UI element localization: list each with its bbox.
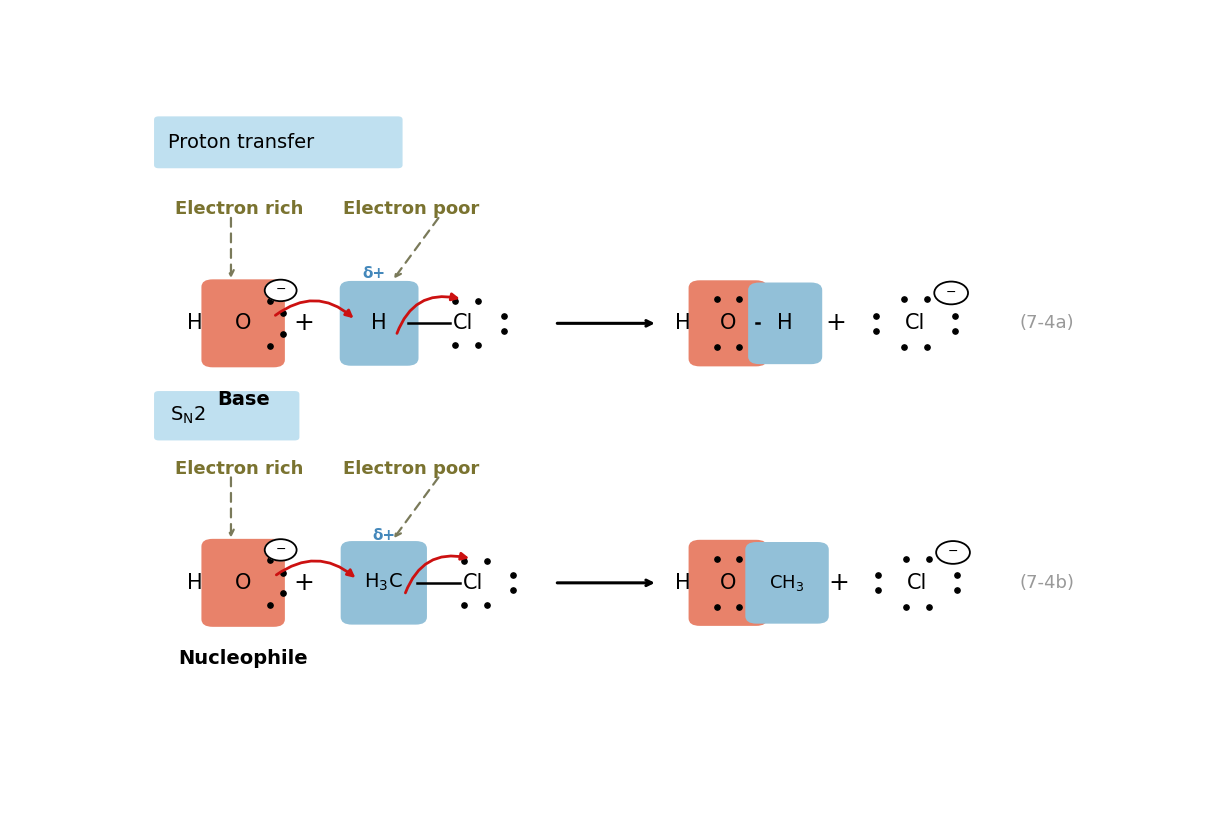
Text: O: O xyxy=(720,573,736,593)
Text: H: H xyxy=(371,313,387,334)
FancyBboxPatch shape xyxy=(201,539,284,627)
Text: Cl: Cl xyxy=(905,313,926,334)
Text: Cl: Cl xyxy=(454,313,473,334)
Text: O: O xyxy=(720,313,736,334)
Text: Electron poor: Electron poor xyxy=(344,460,479,478)
Text: (7-4b): (7-4b) xyxy=(1019,574,1074,592)
FancyArrowPatch shape xyxy=(397,293,457,334)
Text: Cl: Cl xyxy=(908,573,928,593)
Text: δ+: δ+ xyxy=(363,266,386,281)
Text: −: − xyxy=(276,543,286,556)
Text: −: − xyxy=(946,286,956,299)
Text: H: H xyxy=(777,313,793,334)
Text: H: H xyxy=(675,313,691,334)
Text: δ+: δ+ xyxy=(373,528,396,543)
FancyBboxPatch shape xyxy=(341,541,427,625)
Text: CH$_3$: CH$_3$ xyxy=(770,573,805,593)
FancyBboxPatch shape xyxy=(340,281,419,366)
Text: +: + xyxy=(294,312,315,335)
Text: H: H xyxy=(186,313,202,334)
FancyBboxPatch shape xyxy=(745,542,829,624)
FancyBboxPatch shape xyxy=(688,280,767,367)
FancyBboxPatch shape xyxy=(154,117,403,169)
Circle shape xyxy=(265,279,296,301)
FancyBboxPatch shape xyxy=(748,283,823,364)
FancyBboxPatch shape xyxy=(201,279,284,367)
Text: +: + xyxy=(294,570,315,595)
Circle shape xyxy=(265,539,296,561)
Text: +: + xyxy=(828,570,849,595)
Text: O: O xyxy=(235,313,252,334)
Text: +: + xyxy=(825,312,846,335)
Text: Nucleophile: Nucleophile xyxy=(178,649,309,668)
Text: O: O xyxy=(235,573,252,593)
FancyBboxPatch shape xyxy=(154,391,299,441)
Text: (7-4a): (7-4a) xyxy=(1020,314,1074,332)
FancyArrowPatch shape xyxy=(276,301,351,316)
FancyBboxPatch shape xyxy=(688,540,767,626)
Text: Cl: Cl xyxy=(462,573,483,593)
Text: H$_3$C: H$_3$C xyxy=(364,572,403,593)
FancyArrowPatch shape xyxy=(405,553,466,593)
Text: Proton transfer: Proton transfer xyxy=(168,133,315,152)
Text: −: − xyxy=(947,545,958,558)
Text: Electron rich: Electron rich xyxy=(174,201,302,219)
Text: Base: Base xyxy=(217,390,270,409)
Circle shape xyxy=(934,282,968,304)
Text: −: − xyxy=(276,284,286,296)
Text: Electron poor: Electron poor xyxy=(344,201,479,219)
Text: H: H xyxy=(675,573,691,593)
Text: H: H xyxy=(186,573,202,593)
Text: Electron rich: Electron rich xyxy=(174,460,302,478)
FancyArrowPatch shape xyxy=(276,561,353,576)
Circle shape xyxy=(937,541,970,564)
Text: S$_\mathregular{N}$2: S$_\mathregular{N}$2 xyxy=(169,405,206,427)
